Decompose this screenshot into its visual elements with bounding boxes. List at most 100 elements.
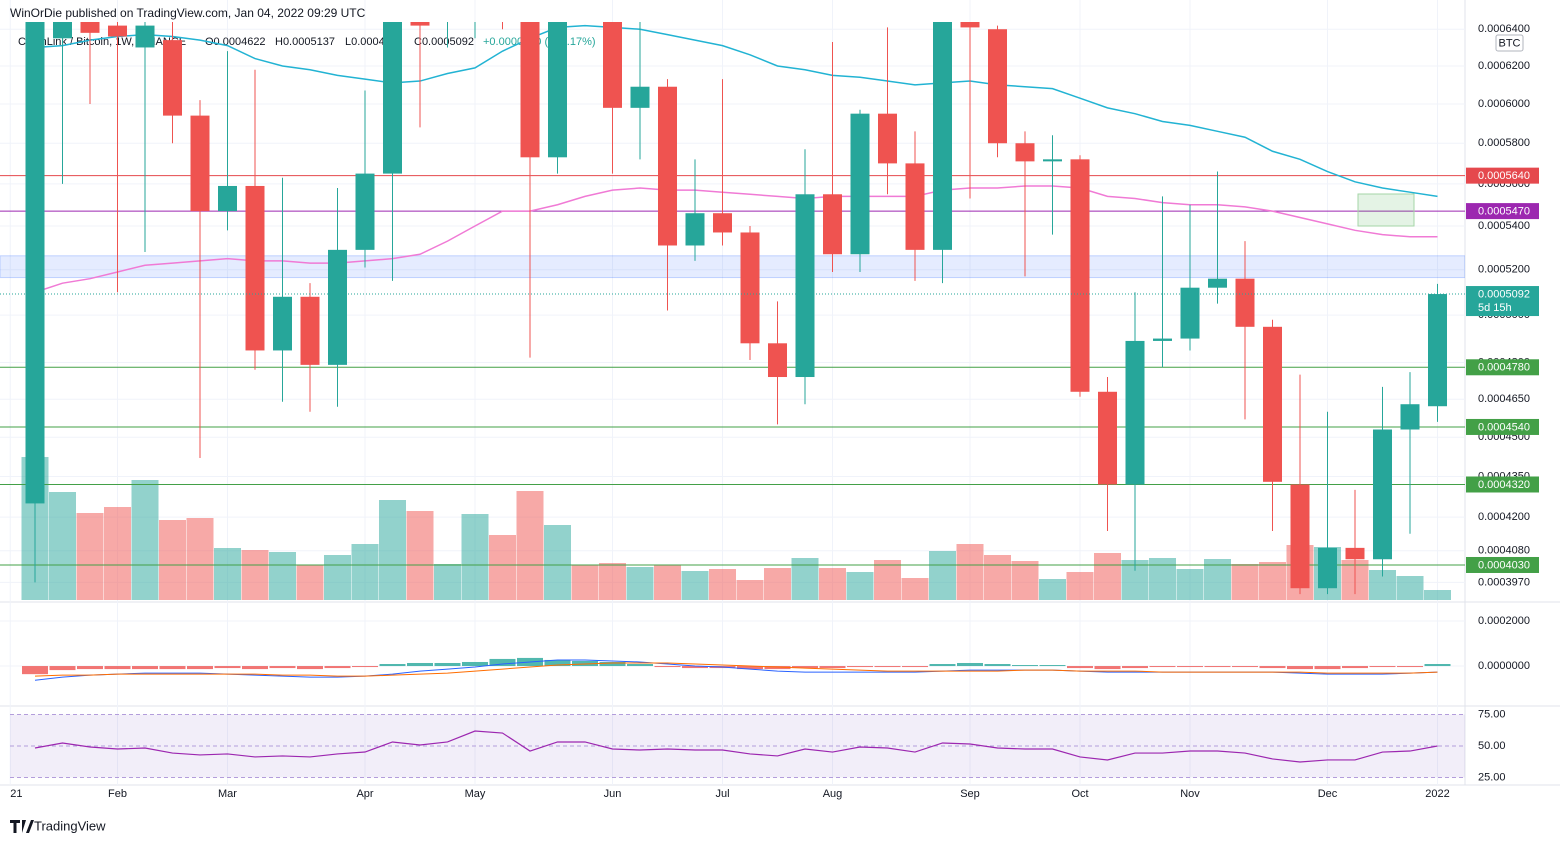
volume-bar [626, 567, 654, 600]
macd-tick-label: 0.0000000 [1478, 660, 1530, 672]
x-tick-label: Sep [960, 788, 980, 800]
macd-histogram-bar [654, 666, 681, 668]
candle-body [80, 22, 100, 33]
volume-bar [764, 568, 791, 600]
candle-body [1318, 547, 1337, 589]
rsi-tick-label: 50.00 [1478, 740, 1506, 752]
candle-body [355, 173, 375, 250]
volume-bar [819, 568, 846, 600]
currency: BTC [1499, 37, 1521, 49]
macd-histogram-bar [324, 666, 351, 669]
price-pane [0, 22, 1465, 600]
volume-bar [1231, 564, 1259, 600]
macd-histogram-bar [737, 666, 763, 670]
countdown: 5d 15h [1478, 302, 1512, 314]
macd-histogram-bar [544, 659, 571, 667]
rsi-line [34, 730, 1438, 763]
level-label: 0.0004320 [1478, 479, 1530, 491]
macd-tick-label: 0.0002000 [1478, 615, 1530, 627]
candle-body [163, 40, 182, 116]
macd-histogram-bar [682, 666, 708, 669]
x-tick-label: Feb [108, 788, 127, 800]
x-tick-label: Jun [604, 788, 622, 800]
macd-histogram-bar [1232, 666, 1258, 668]
y-tick-label: 0.0006000 [1478, 98, 1530, 110]
volume-bar [1094, 553, 1121, 600]
candle-body [53, 22, 72, 39]
candle-body [135, 25, 155, 48]
volume-bar [901, 578, 929, 600]
candle-body [1263, 326, 1282, 482]
candle-body [1043, 159, 1062, 162]
macd-histogram-bar [1397, 666, 1423, 668]
y-tick-label: 0.0004650 [1478, 393, 1530, 405]
legend-low: L0.0004 [345, 36, 385, 48]
rsi-tick-label: 25.00 [1478, 771, 1506, 783]
macd-histogram-bar [1424, 664, 1451, 667]
candle-body [108, 25, 127, 37]
candle-body [878, 113, 897, 164]
candle-body [1208, 278, 1227, 288]
macd-histogram-bar [1287, 666, 1313, 670]
x-tick-label: Jul [715, 788, 729, 800]
last-price-box [1466, 286, 1539, 317]
volume-bar [49, 492, 76, 600]
y-tick-label: 0.0005400 [1478, 220, 1530, 232]
rsi-tick-label: 75.00 [1478, 708, 1506, 720]
legend-open: O0.0004622 [205, 36, 266, 48]
volume-bar [489, 535, 516, 600]
x-tick-label: Oct [1071, 788, 1088, 800]
level-label-box [1466, 203, 1539, 220]
level-label-box [1466, 418, 1539, 435]
y-tick-label: 0.0003970 [1478, 576, 1530, 588]
legend-close: C0.0005092 [414, 36, 474, 48]
candle-body [218, 185, 237, 212]
y-tick-label: 0.0004080 [1478, 545, 1530, 557]
y-tick-label: 0.0004200 [1478, 511, 1530, 523]
currency-box [1495, 34, 1524, 52]
level-label: 0.0005470 [1478, 206, 1530, 218]
volume-bar [406, 511, 434, 600]
volume-bar [929, 551, 956, 600]
macd-histogram-bar [77, 666, 103, 670]
macd-histogram-bar [1094, 666, 1121, 670]
candle-body [850, 113, 870, 255]
macd-histogram-bar [104, 666, 131, 670]
x-tick-label: May [465, 788, 486, 800]
volume-bar [1204, 559, 1231, 600]
macd-histogram-bar [1067, 666, 1093, 669]
volume-bar [544, 525, 571, 600]
candle-body [603, 22, 622, 108]
x-tick-label: 21 [10, 788, 22, 800]
volume-bar [654, 565, 681, 600]
volume-bar [159, 520, 186, 600]
macd-histogram-bar [132, 666, 158, 670]
macd-histogram-bar [407, 662, 433, 667]
volume-bar [214, 548, 241, 600]
candle-body [1070, 159, 1090, 392]
candle-body [1345, 547, 1365, 560]
volume-bar [599, 563, 626, 600]
volume-bar [571, 565, 599, 600]
level-label-box [1466, 167, 1539, 184]
macd-histogram-bar [1039, 665, 1066, 667]
macd-histogram-bar [159, 666, 186, 670]
candle-body [1015, 143, 1035, 162]
volume-bar [76, 513, 104, 600]
macd-histogram-bar [187, 666, 213, 670]
last-price-label: 0.0005092 [1478, 288, 1530, 300]
volume-bar [379, 500, 406, 600]
y-tick-label: 0.0005200 [1478, 264, 1530, 276]
level-label: 0.0005640 [1478, 170, 1530, 182]
macd-signal-line [34, 662, 1438, 677]
publisher: WinOrDie published on TradingView.com, J… [10, 6, 366, 20]
volume-bar [186, 518, 214, 600]
volume-bar [1424, 590, 1451, 600]
macd-histogram-bar [902, 666, 928, 668]
candle-body [960, 22, 980, 28]
candle-body [658, 86, 677, 246]
volume-bar [1039, 579, 1066, 600]
candle-body [328, 249, 347, 365]
level-label-box [1466, 359, 1539, 376]
